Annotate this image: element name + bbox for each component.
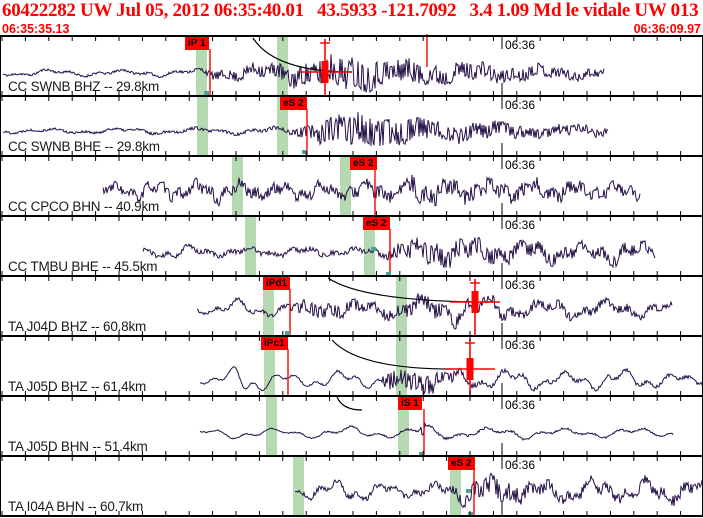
minute-time-label: 06:36 <box>505 38 536 52</box>
minute-time-label: 06:36 <box>505 98 536 112</box>
event-summary: 60422282 UW Jul 05, 2012 06:35:40.01 43.… <box>2 0 690 21</box>
pick-label[interactable]: iPc1 <box>261 337 288 350</box>
station-label: TA J04D BHZ -- 60.8km <box>8 319 147 334</box>
station-label: TA J05D BHN -- 51.4km <box>8 439 148 454</box>
minute-time-label: 06:36 <box>505 278 536 292</box>
pick-label[interactable]: eS 2 <box>280 97 307 110</box>
minute-time-label: 06:36 <box>505 158 536 172</box>
pick-label[interactable]: eS 2 <box>448 457 475 470</box>
station-label: CC SWNB BHE -- 29.8km <box>8 139 160 154</box>
window-start-time: 06:35:35.13 <box>2 22 70 36</box>
pick-label[interactable]: iS 1 <box>398 397 422 410</box>
station-label: TA J05D BHZ -- 61.4km <box>8 379 147 394</box>
pick-label[interactable]: iP 1 <box>185 37 209 50</box>
pick-label[interactable]: eS 2 <box>363 217 390 230</box>
pick-label[interactable]: eS 2 <box>350 157 377 170</box>
minute-time-label: 06:36 <box>505 218 536 232</box>
station-label: TA I04A BHN -- 60.7km <box>8 499 144 514</box>
event-trailing-count: 3 <box>689 0 699 21</box>
station-label: CC CPCO BHN -- 40.9km <box>8 199 160 214</box>
station-label: CC TMBU BHE -- 45.5km <box>8 259 158 274</box>
event-header: 60422282 UW Jul 05, 2012 06:35:40.01 43.… <box>0 0 703 23</box>
time-window-bar: 06:35:35.13 06:36:09.97 <box>0 23 703 37</box>
minute-time-label: 06:36 <box>505 338 536 352</box>
minute-time-label: 06:36 <box>505 458 536 472</box>
pick-label[interactable]: iPd1 <box>263 277 291 290</box>
window-end-time: 06:36:09.97 <box>633 22 701 36</box>
station-label: CC SWNB BHZ -- 29.8km <box>8 79 160 94</box>
minute-time-label: 06:36 <box>505 398 536 412</box>
